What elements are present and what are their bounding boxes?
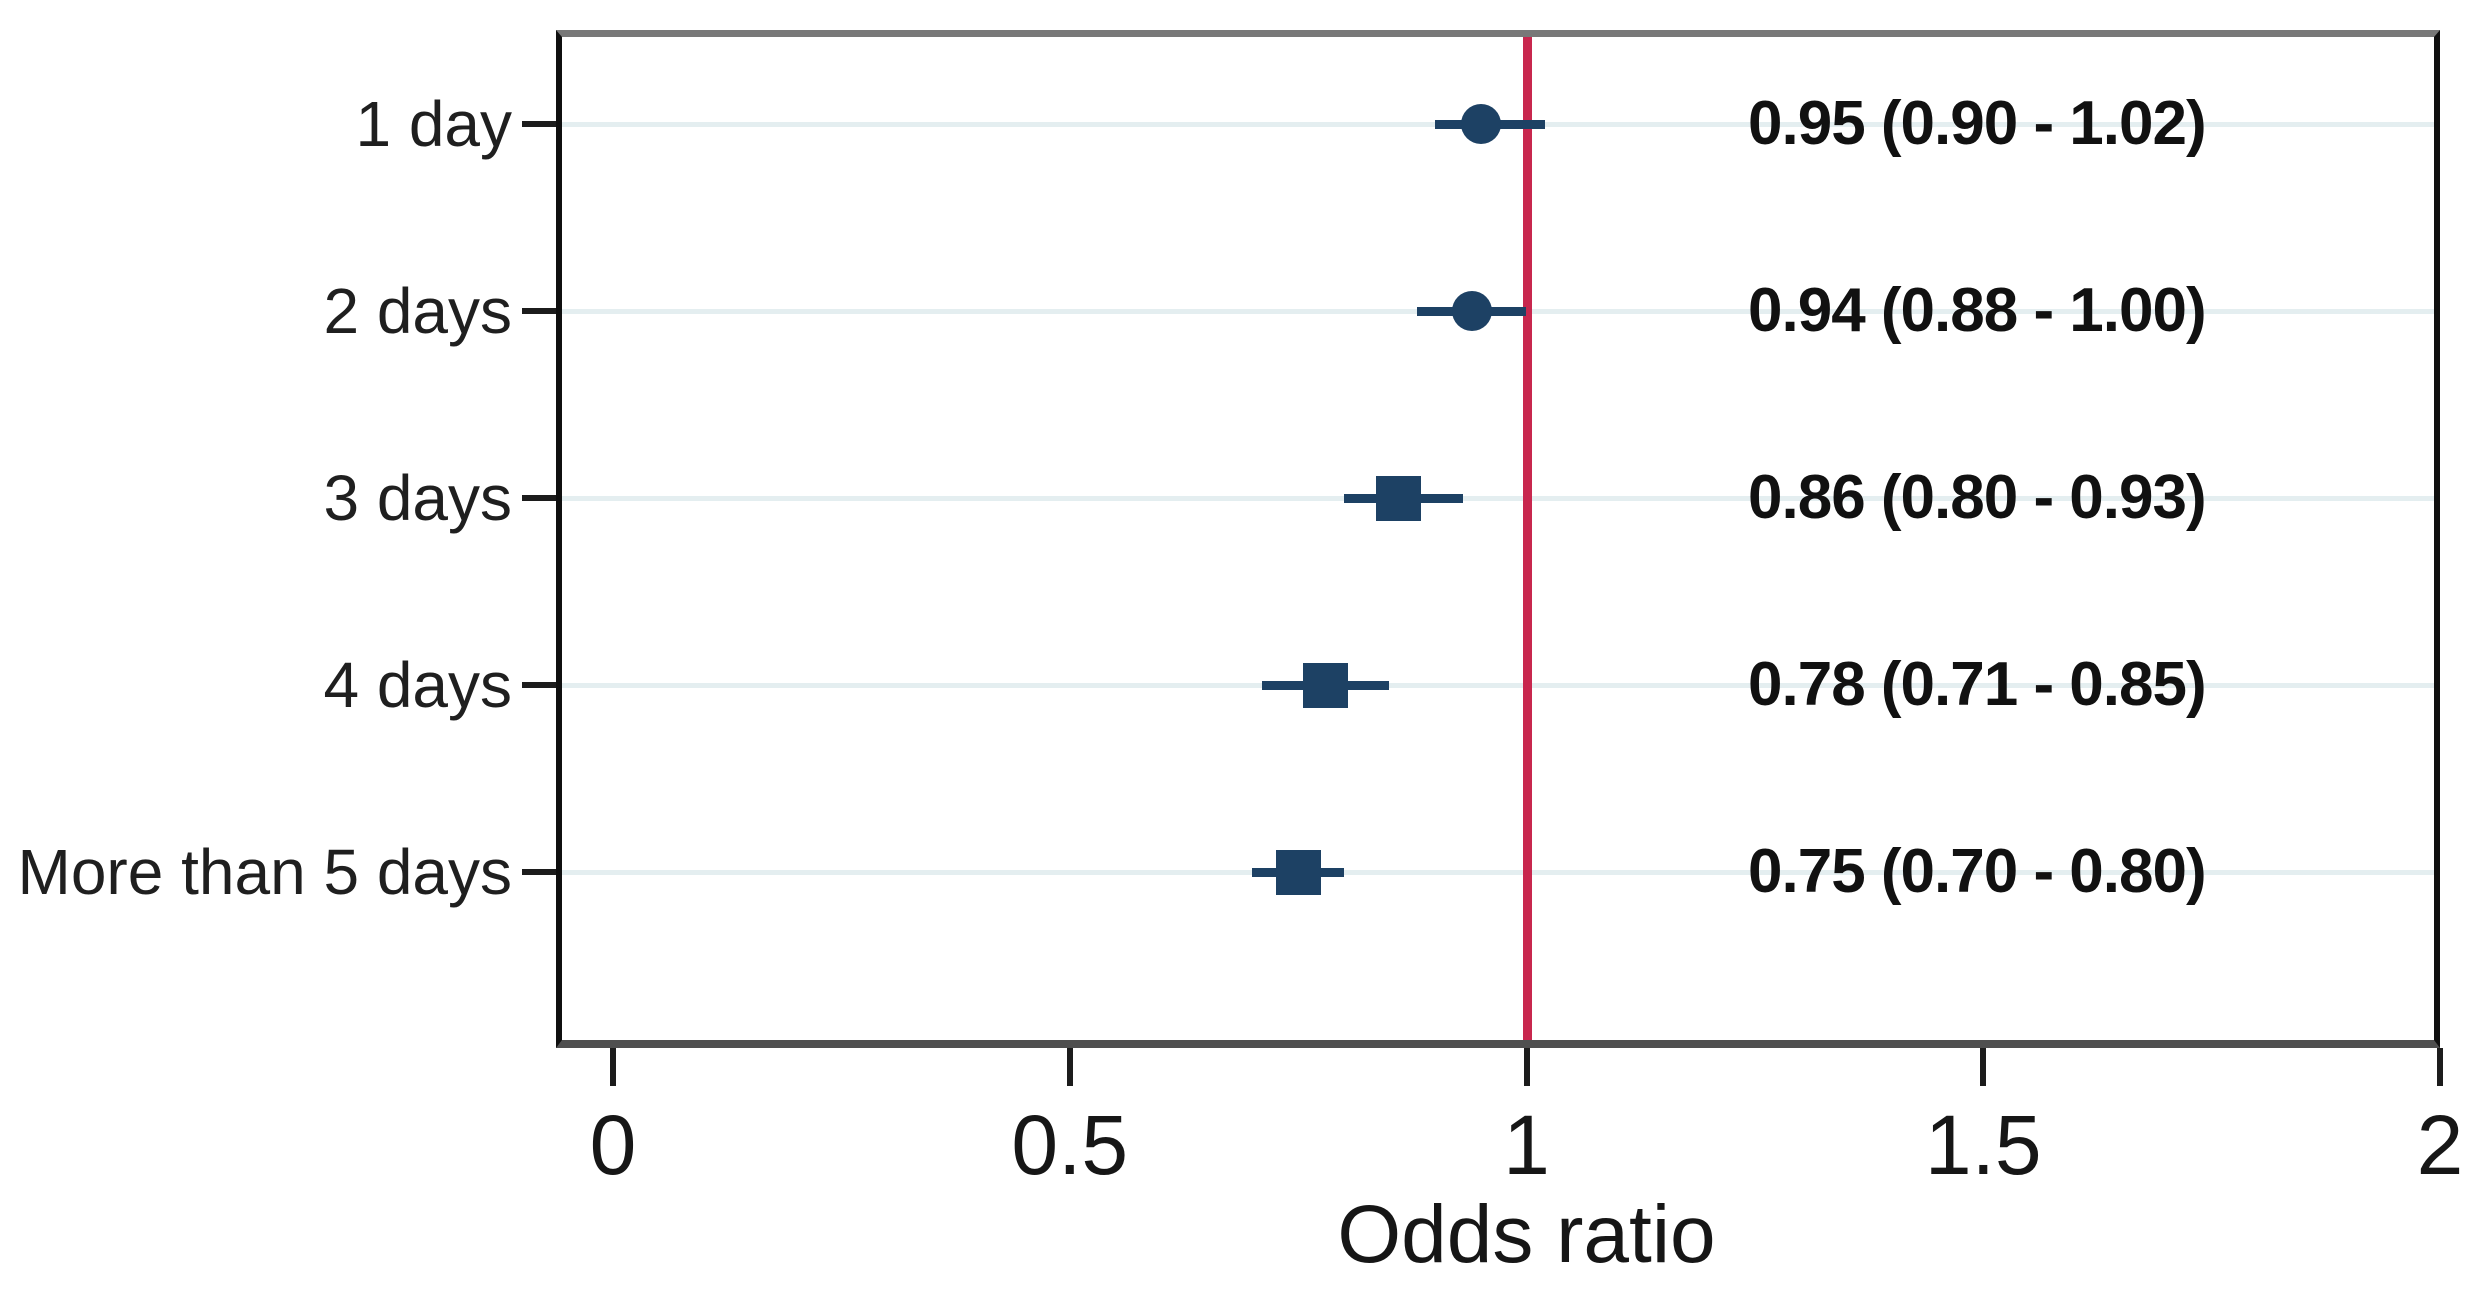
gridline	[562, 496, 2434, 501]
x-tick-label: 0	[589, 1098, 637, 1192]
y-axis-label: 1 day	[355, 88, 512, 160]
reference-line	[1522, 37, 1532, 1040]
y-tick	[522, 682, 556, 688]
x-tick	[1523, 1048, 1530, 1086]
or-marker-square	[1376, 475, 1422, 521]
or-marker-circle	[1451, 291, 1492, 331]
or-marker-square	[1275, 849, 1321, 895]
x-tick-label: 0.5	[1011, 1098, 1129, 1192]
x-tick-label: 2	[2416, 1098, 2464, 1192]
x-tick-label: 1.5	[1924, 1098, 2042, 1192]
ci-annotation: 0.78 (0.71 - 0.85)	[1748, 650, 2207, 719]
y-tick	[522, 869, 556, 875]
y-tick	[522, 495, 556, 501]
or-marker-square	[1303, 662, 1349, 708]
x-tick	[2437, 1048, 2443, 1086]
or-marker-circle	[1460, 104, 1501, 144]
ci-annotation: 0.75 (0.70 - 0.80)	[1748, 837, 2207, 906]
y-axis-label: 4 days	[323, 649, 512, 721]
gridline	[562, 683, 2434, 688]
x-tick	[1066, 1048, 1073, 1086]
y-axis-label: 2 days	[323, 275, 512, 347]
gridline	[562, 870, 2434, 875]
plot-frame	[556, 30, 2440, 1048]
y-tick	[522, 121, 556, 127]
x-tick-label: 1	[1503, 1098, 1550, 1192]
ci-annotation: 0.86 (0.80 - 0.93)	[1748, 463, 2207, 532]
y-axis-label: 3 days	[323, 462, 512, 534]
y-tick	[522, 308, 556, 314]
x-tick	[610, 1048, 616, 1086]
ci-annotation: 0.94 (0.88 - 1.00)	[1748, 276, 2207, 345]
x-axis-title: Odds ratio	[1337, 1189, 1716, 1280]
y-axis-label: More than 5 days	[17, 836, 513, 908]
ci-annotation: 0.95 (0.90 - 1.02)	[1748, 89, 2207, 158]
x-tick	[1980, 1048, 1987, 1086]
